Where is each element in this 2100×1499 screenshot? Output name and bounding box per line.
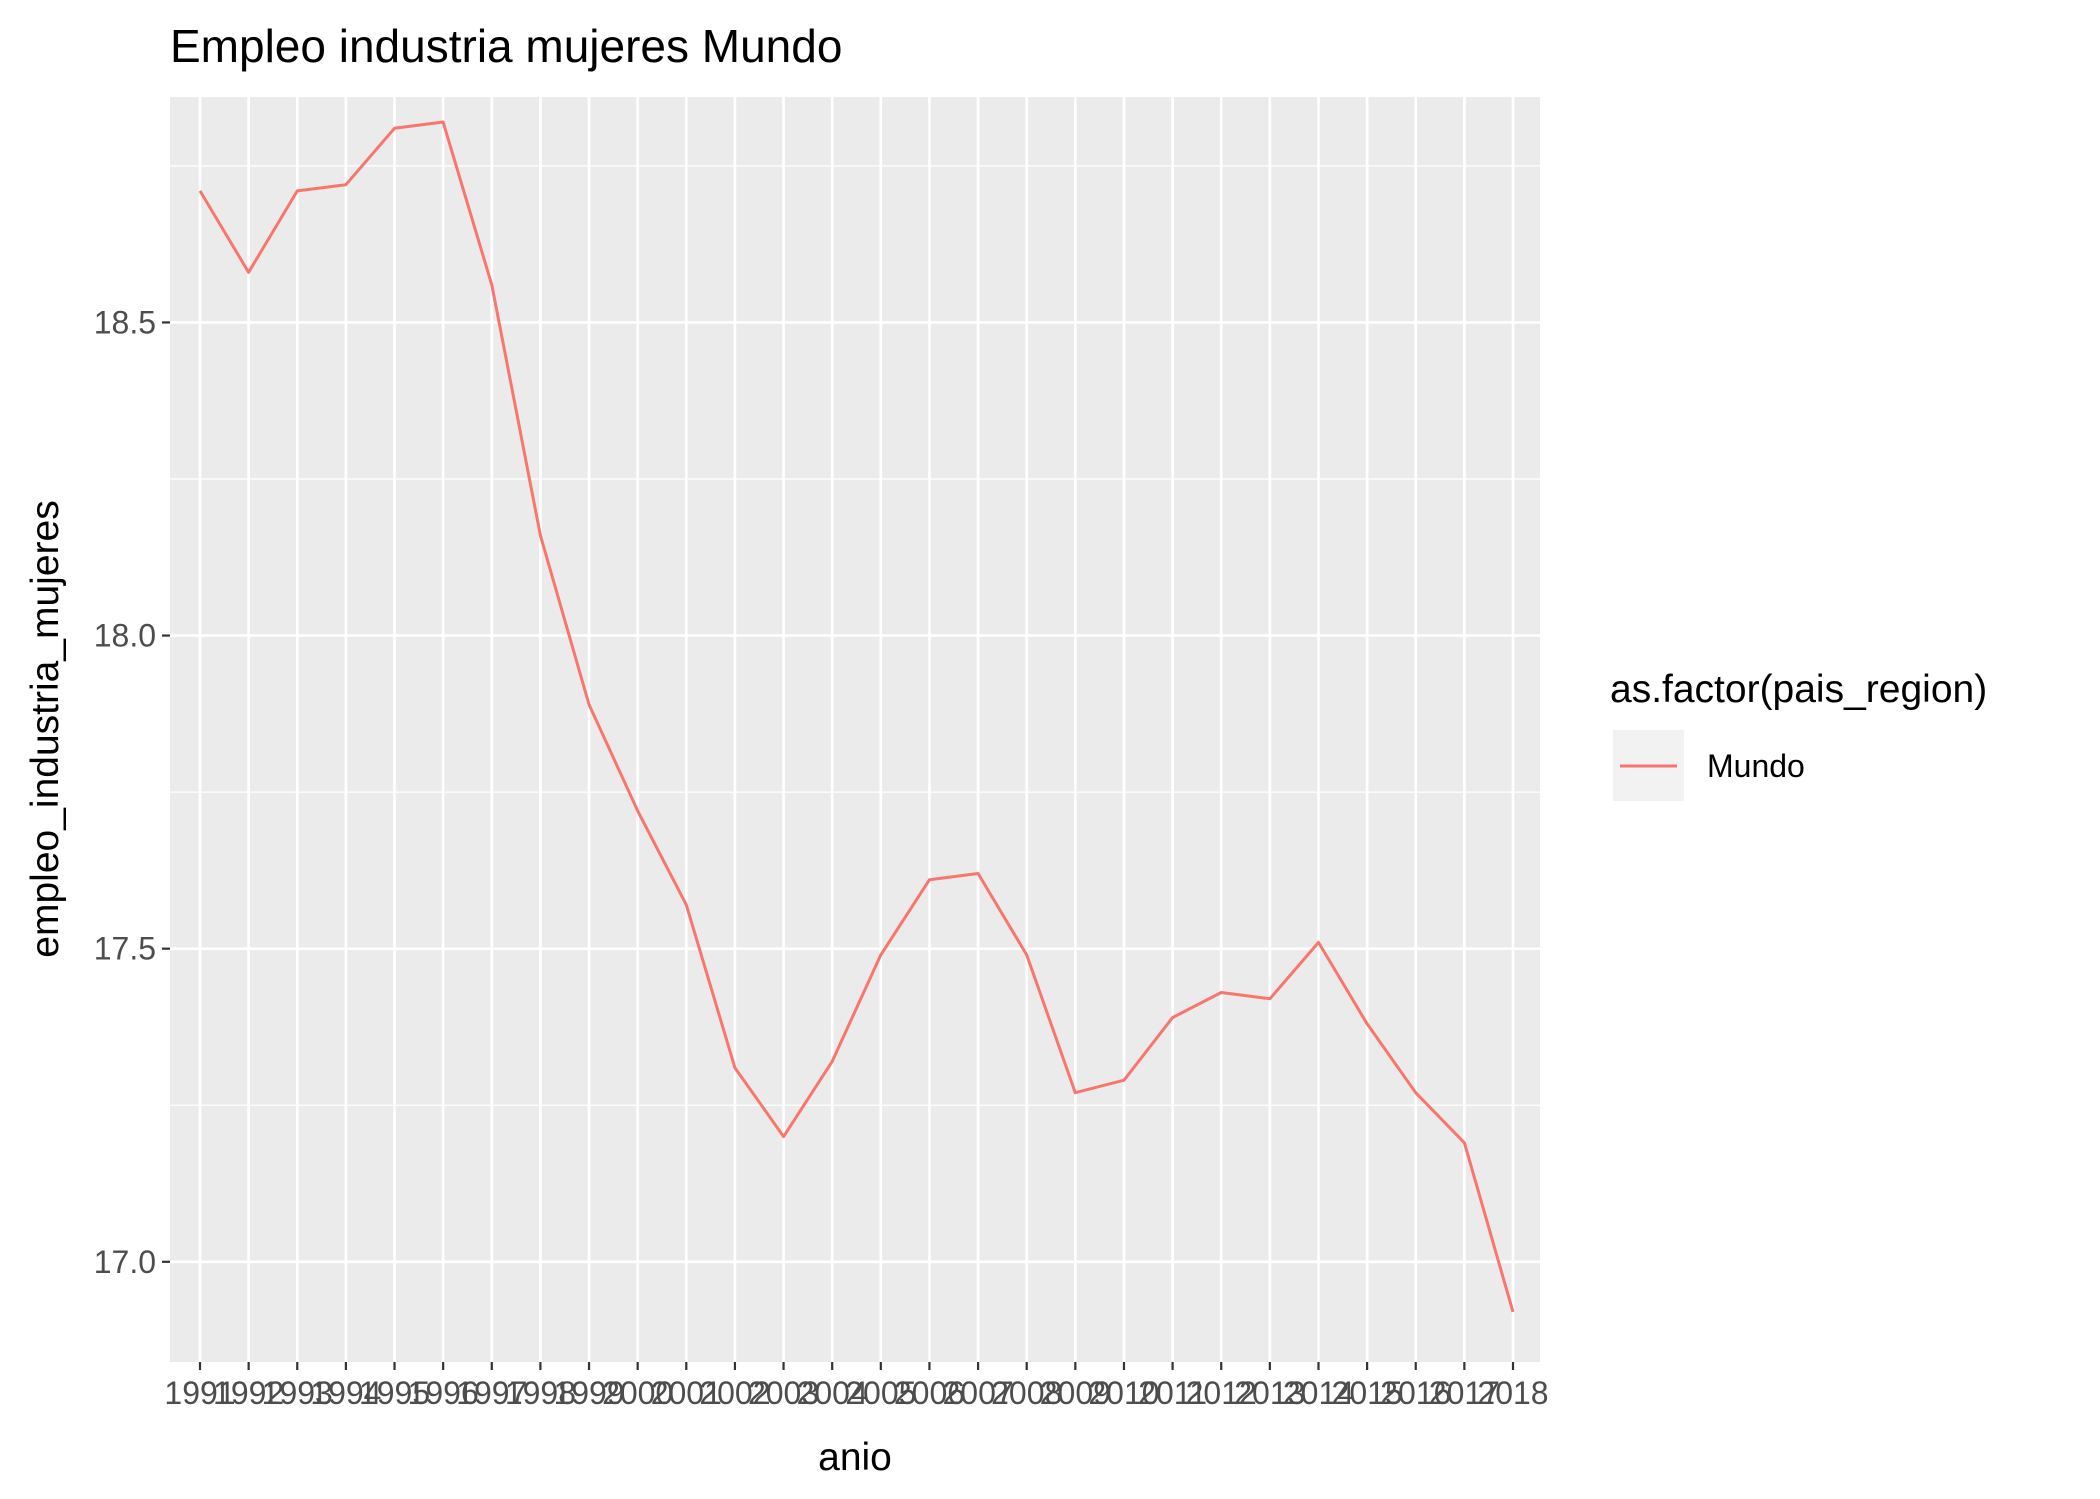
x-tick-label: 2005 (845, 1375, 916, 1411)
x-tick-label: 2001 (651, 1375, 722, 1411)
y-tick-label: 17.5 (94, 931, 156, 967)
y-axis: 17.0 17.5 18.0 18.5 (94, 304, 170, 1280)
x-tick-label: 2000 (602, 1375, 673, 1411)
x-axis-title: anio (818, 1436, 892, 1479)
x-tick-label: 1991 (164, 1375, 235, 1411)
x-tick-label: 2018 (1477, 1375, 1548, 1411)
x-tick-label: 1994 (310, 1375, 381, 1411)
x-tick-label: 2010 (1088, 1375, 1159, 1411)
x-tick-label: 1992 (213, 1375, 284, 1411)
x-tick-label: 2015 (1332, 1375, 1403, 1411)
x-tick-label: 2014 (1283, 1375, 1354, 1411)
x-tick-label: 2011 (1138, 1375, 1207, 1411)
x-tick-label: 1999 (553, 1375, 624, 1411)
series-layer (198, 120, 1515, 1313)
chart-title: Empleo industria mujeres Mundo (170, 20, 842, 72)
y-tick-label: 18.0 (94, 618, 156, 654)
legend: as.factor(pais_region) Mundo (1610, 668, 1987, 801)
y-tick-label: 18.5 (94, 304, 156, 340)
x-tick-label: 2003 (748, 1375, 819, 1411)
y-tick-label: 17.0 (94, 1244, 156, 1280)
legend-label-mundo: Mundo (1707, 748, 1805, 784)
x-tick-label: 2017 (1429, 1375, 1500, 1411)
x-tick-label: 2004 (797, 1375, 868, 1411)
x-axis: 1991199219931994199519961997199819992000… (164, 1362, 1549, 1411)
x-tick-label: 2012 (1186, 1375, 1257, 1411)
x-tick-label: 1993 (262, 1375, 333, 1411)
plot-panel (170, 97, 1540, 1362)
x-tick-label: 2009 (1040, 1375, 1111, 1411)
y-axis-title: empleo_industria_mujeres (24, 500, 67, 957)
minor-gridlines (170, 165, 1540, 1106)
x-tick-label: 1997 (456, 1375, 527, 1411)
x-tick-label: 1998 (505, 1375, 576, 1411)
x-tick-label: 1996 (408, 1375, 479, 1411)
x-tick-label: 2006 (894, 1375, 965, 1411)
x-tick-label: 2016 (1380, 1375, 1451, 1411)
x-tick-label: 2008 (991, 1375, 1062, 1411)
major-gridlines (170, 97, 1540, 1362)
x-tick-label: 1995 (359, 1375, 430, 1411)
x-tick-label: 2007 (942, 1375, 1013, 1411)
legend-title: as.factor(pais_region) (1610, 668, 1987, 711)
x-tick-label: 2002 (699, 1375, 770, 1411)
x-tick-label: 2013 (1234, 1375, 1305, 1411)
series-line-mundo (198, 120, 1515, 1313)
